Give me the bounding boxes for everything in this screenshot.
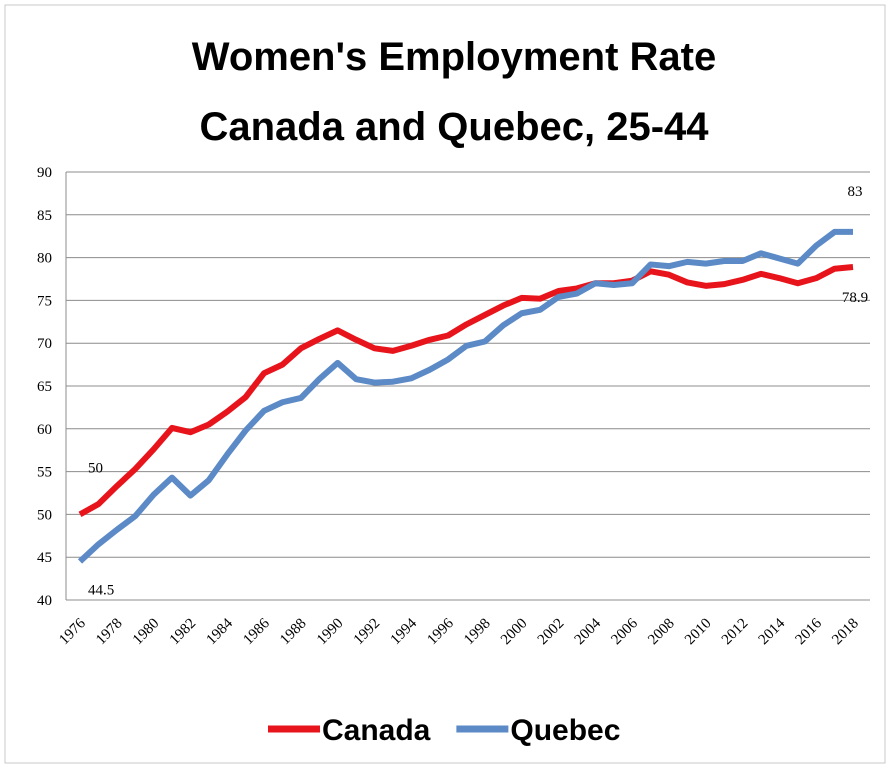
series-line	[78, 264, 854, 518]
y-tick-label: 80	[37, 251, 52, 267]
data-label: 44.5	[88, 582, 114, 598]
series-line	[77, 228, 853, 564]
y-tick-label: 50	[37, 507, 52, 523]
y-tick-label: 75	[37, 293, 52, 309]
data-label: 83	[848, 184, 863, 200]
y-tick-label: 40	[37, 593, 52, 609]
y-tick-label: 45	[37, 550, 52, 566]
chart-border	[4, 4, 886, 764]
data-label: 78.9	[842, 290, 868, 306]
y-tick-label: 65	[37, 379, 52, 395]
legend-label: Quebec	[510, 714, 620, 747]
legend-label: Canada	[322, 714, 431, 747]
y-tick-label: 55	[37, 465, 52, 481]
chart-subtitle: Canada and Quebec, 25-44	[199, 105, 709, 149]
chart-title: Women's Employment Rate	[192, 35, 716, 79]
y-tick-label: 90	[37, 165, 52, 181]
y-tick-label: 70	[37, 336, 52, 352]
y-tick-label: 60	[37, 422, 52, 438]
data-label: 50	[88, 460, 103, 476]
y-tick-label: 85	[37, 208, 52, 224]
